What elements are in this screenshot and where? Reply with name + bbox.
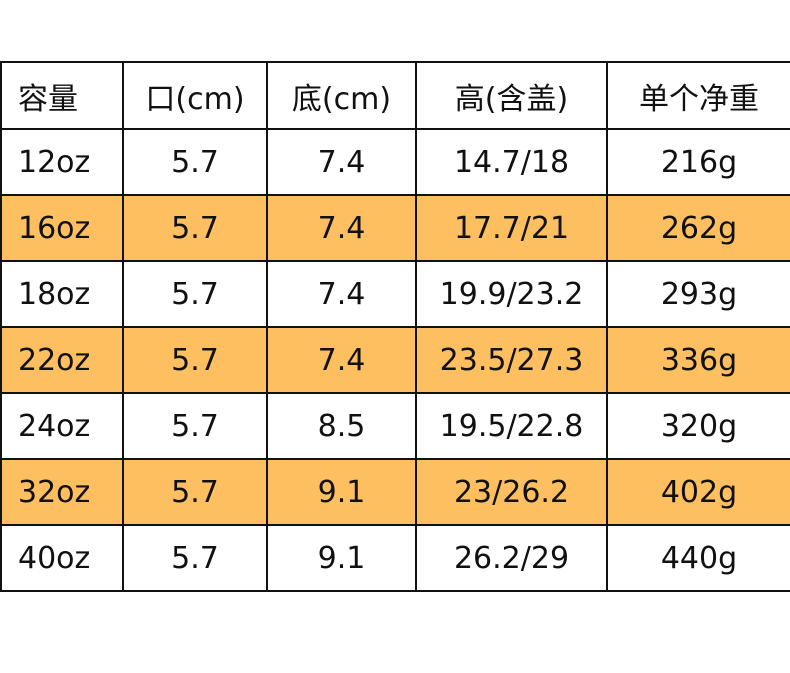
first-cell: 24oz (0, 392, 124, 460)
cell: 底(cm) (266, 61, 417, 130)
cell: 26.2/29 (415, 524, 608, 592)
cell: 5.7 (122, 260, 268, 328)
cell: 7.4 (266, 194, 417, 262)
cell: 19.9/23.2 (415, 260, 608, 328)
first-cell: 32oz (0, 458, 124, 526)
cell: 7.4 (266, 128, 417, 196)
table-row: 12oz 5.7 7.4 14.7/18 216g (0, 128, 790, 196)
table-row: 32oz 5.7 9.1 23/26.2 402g (0, 458, 790, 526)
table-row: 18oz 5.7 7.4 19.9/23.2 293g (0, 260, 790, 328)
cell: 293g (606, 260, 790, 328)
cell: 8.5 (266, 392, 417, 460)
first-cell: 容量 (0, 61, 124, 130)
cell: 336g (606, 326, 790, 394)
cell: 5.7 (122, 128, 268, 196)
table-row: 24oz 5.7 8.5 19.5/22.8 320g (0, 392, 790, 460)
first-cell: 22oz (0, 326, 124, 394)
header-row: 容量 口(cm) 底(cm) 高(含盖) 单个净重 (0, 61, 790, 130)
first-cell: 16oz (0, 194, 124, 262)
cell: 5.7 (122, 524, 268, 592)
cell: 9.1 (266, 524, 417, 592)
cell: 14.7/18 (415, 128, 608, 196)
spec-table: 容量 口(cm) 底(cm) 高(含盖) 单个净重 12oz 5.7 7.4 14.7/18 21… (0, 61, 790, 592)
table-row: 16oz 5.7 7.4 17.7/21 262g (0, 194, 790, 262)
cell: 7.4 (266, 260, 417, 328)
cell: 262g (606, 194, 790, 262)
cell: 5.7 (122, 458, 268, 526)
cell: 320g (606, 392, 790, 460)
cell: 440g (606, 524, 790, 592)
table-row: 40oz 5.7 9.1 26.2/29 440g (0, 524, 790, 592)
cell: 5.7 (122, 194, 268, 262)
cell: 216g (606, 128, 790, 196)
cell: 5.7 (122, 326, 268, 394)
first-cell: 18oz (0, 260, 124, 328)
cell: 5.7 (122, 392, 268, 460)
cell: 单个净重 (606, 61, 790, 130)
first-cell: 40oz (0, 524, 124, 592)
cell: 高(含盖) (415, 61, 608, 130)
cell: 9.1 (266, 458, 417, 526)
cell: 23.5/27.3 (415, 326, 608, 394)
cell: 19.5/22.8 (415, 392, 608, 460)
cell: 402g (606, 458, 790, 526)
cell: 17.7/21 (415, 194, 608, 262)
first-cell: 12oz (0, 128, 124, 196)
cell: 口(cm) (122, 61, 268, 130)
table-row: 22oz 5.7 7.4 23.5/27.3 336g (0, 326, 790, 394)
cell: 23/26.2 (415, 458, 608, 526)
table-body: 容量 口(cm) 底(cm) 高(含盖) 单个净重 12oz 5.7 7.4 14.7/18 21… (0, 61, 790, 592)
cell: 7.4 (266, 326, 417, 394)
